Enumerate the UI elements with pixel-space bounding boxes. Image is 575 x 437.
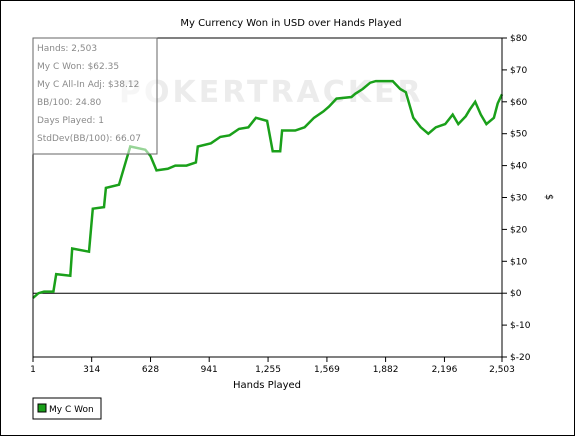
x-tick-label: 1,569 [314,365,340,375]
x-tick-label: 1 [30,365,36,375]
x-tick-label: 628 [142,365,159,375]
stats-box: Hands: 2,503 My C Won: $62.35 My C All-I… [32,37,158,155]
y-tick-label: $80 [510,34,527,44]
stats-bb100: BB/100: 24.80 [37,98,101,108]
legend-swatch-my-c-won [37,403,47,413]
y-tick-label: $30 [510,194,527,204]
y-tick-label: $60 [510,98,527,108]
legend-label-my-c-won: My C Won [49,405,94,415]
stats-won: My C Won: $62.35 [37,62,119,72]
y-tick-label: $70 [510,66,527,76]
stats-stddev: StdDev(BB/100): 66.07 [37,134,141,144]
chart-title: My Currency Won in USD over Hands Played [180,18,401,29]
stats-hands: Hands: 2,503 [37,44,97,54]
series-line-my-c-won [32,79,504,299]
x-tick-label: 1,882 [373,365,399,375]
x-tick-label: 314 [83,365,100,375]
y-tick-label: $-10 [510,321,531,331]
y-tick-label: $50 [510,130,527,140]
x-tick-label: 2,196 [432,365,458,375]
y-axis-label: $ [543,194,554,200]
x-tick-label: 2,503 [489,365,515,375]
y-tick-label: $-20 [510,353,531,363]
y-tick-label: $0 [510,289,522,299]
plot-area [32,37,503,358]
legend: My C Won [32,397,102,420]
legend-box [32,397,102,420]
x-tick-label: 1,255 [255,365,281,375]
stats-box-background [32,37,158,155]
y-tick-label: $10 [510,257,527,267]
y-tick-label: $20 [510,225,527,235]
stats-days-played: Days Played: 1 [37,116,104,126]
x-tick-label: 941 [201,365,218,375]
y-tick-label: $40 [510,162,527,172]
watermark-logo: POKERTRACKER [119,75,424,110]
x-axis-label: Hands Played [233,380,301,391]
stats-allin-adj: My C All-In Adj: $38.12 [37,80,139,90]
